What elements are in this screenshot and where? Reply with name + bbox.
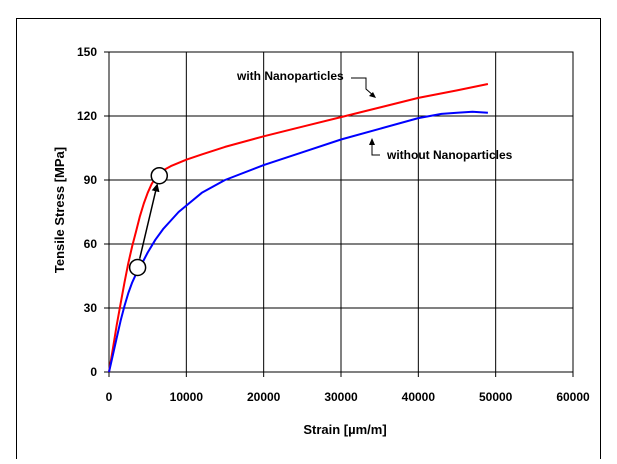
x-tick-label: 60000 [556, 390, 590, 404]
y-tick-label: 30 [84, 301, 98, 315]
x-tick-label: 40000 [402, 390, 436, 404]
outer-frame [16, 18, 601, 460]
gridlines [109, 52, 573, 372]
x-tick-label: 20000 [247, 390, 281, 404]
x-tick-label: 0 [106, 390, 113, 404]
x-tick-label: 50000 [479, 390, 513, 404]
y-tick-label: 0 [90, 365, 97, 379]
annotation-leader-without-head [369, 138, 375, 145]
x-tick-label: 10000 [170, 390, 204, 404]
annotations: with Nanoparticles without Nanoparticles [128, 69, 513, 277]
x-tick-label: 30000 [324, 390, 358, 404]
y-axis-label: Tensile Stress [MPa] [52, 147, 67, 273]
y-tick-label: 60 [84, 237, 98, 251]
series-line-1 [108, 110, 488, 373]
annotation-without-nanoparticles: without Nanoparticles [386, 148, 513, 162]
arrow-line [138, 183, 160, 259]
annotation-leader-without [371, 143, 380, 156]
y-tick-label: 90 [84, 173, 98, 187]
circle-marker-0 [128, 258, 147, 277]
y-tick-label: 120 [77, 109, 97, 123]
circle-marker-1 [150, 166, 169, 185]
axes: 0 10000 20000 30000 40000 50000 60000 0 30 60 90 12… [77, 45, 590, 404]
annotation-leader-with-head [369, 92, 376, 98]
annotation-with-nanoparticles: with Nanoparticles [236, 69, 344, 83]
y-tick-label: 150 [77, 45, 97, 59]
x-axis-label: Strain [µm/m] [303, 422, 386, 437]
annotation-leader-with [351, 77, 375, 97]
